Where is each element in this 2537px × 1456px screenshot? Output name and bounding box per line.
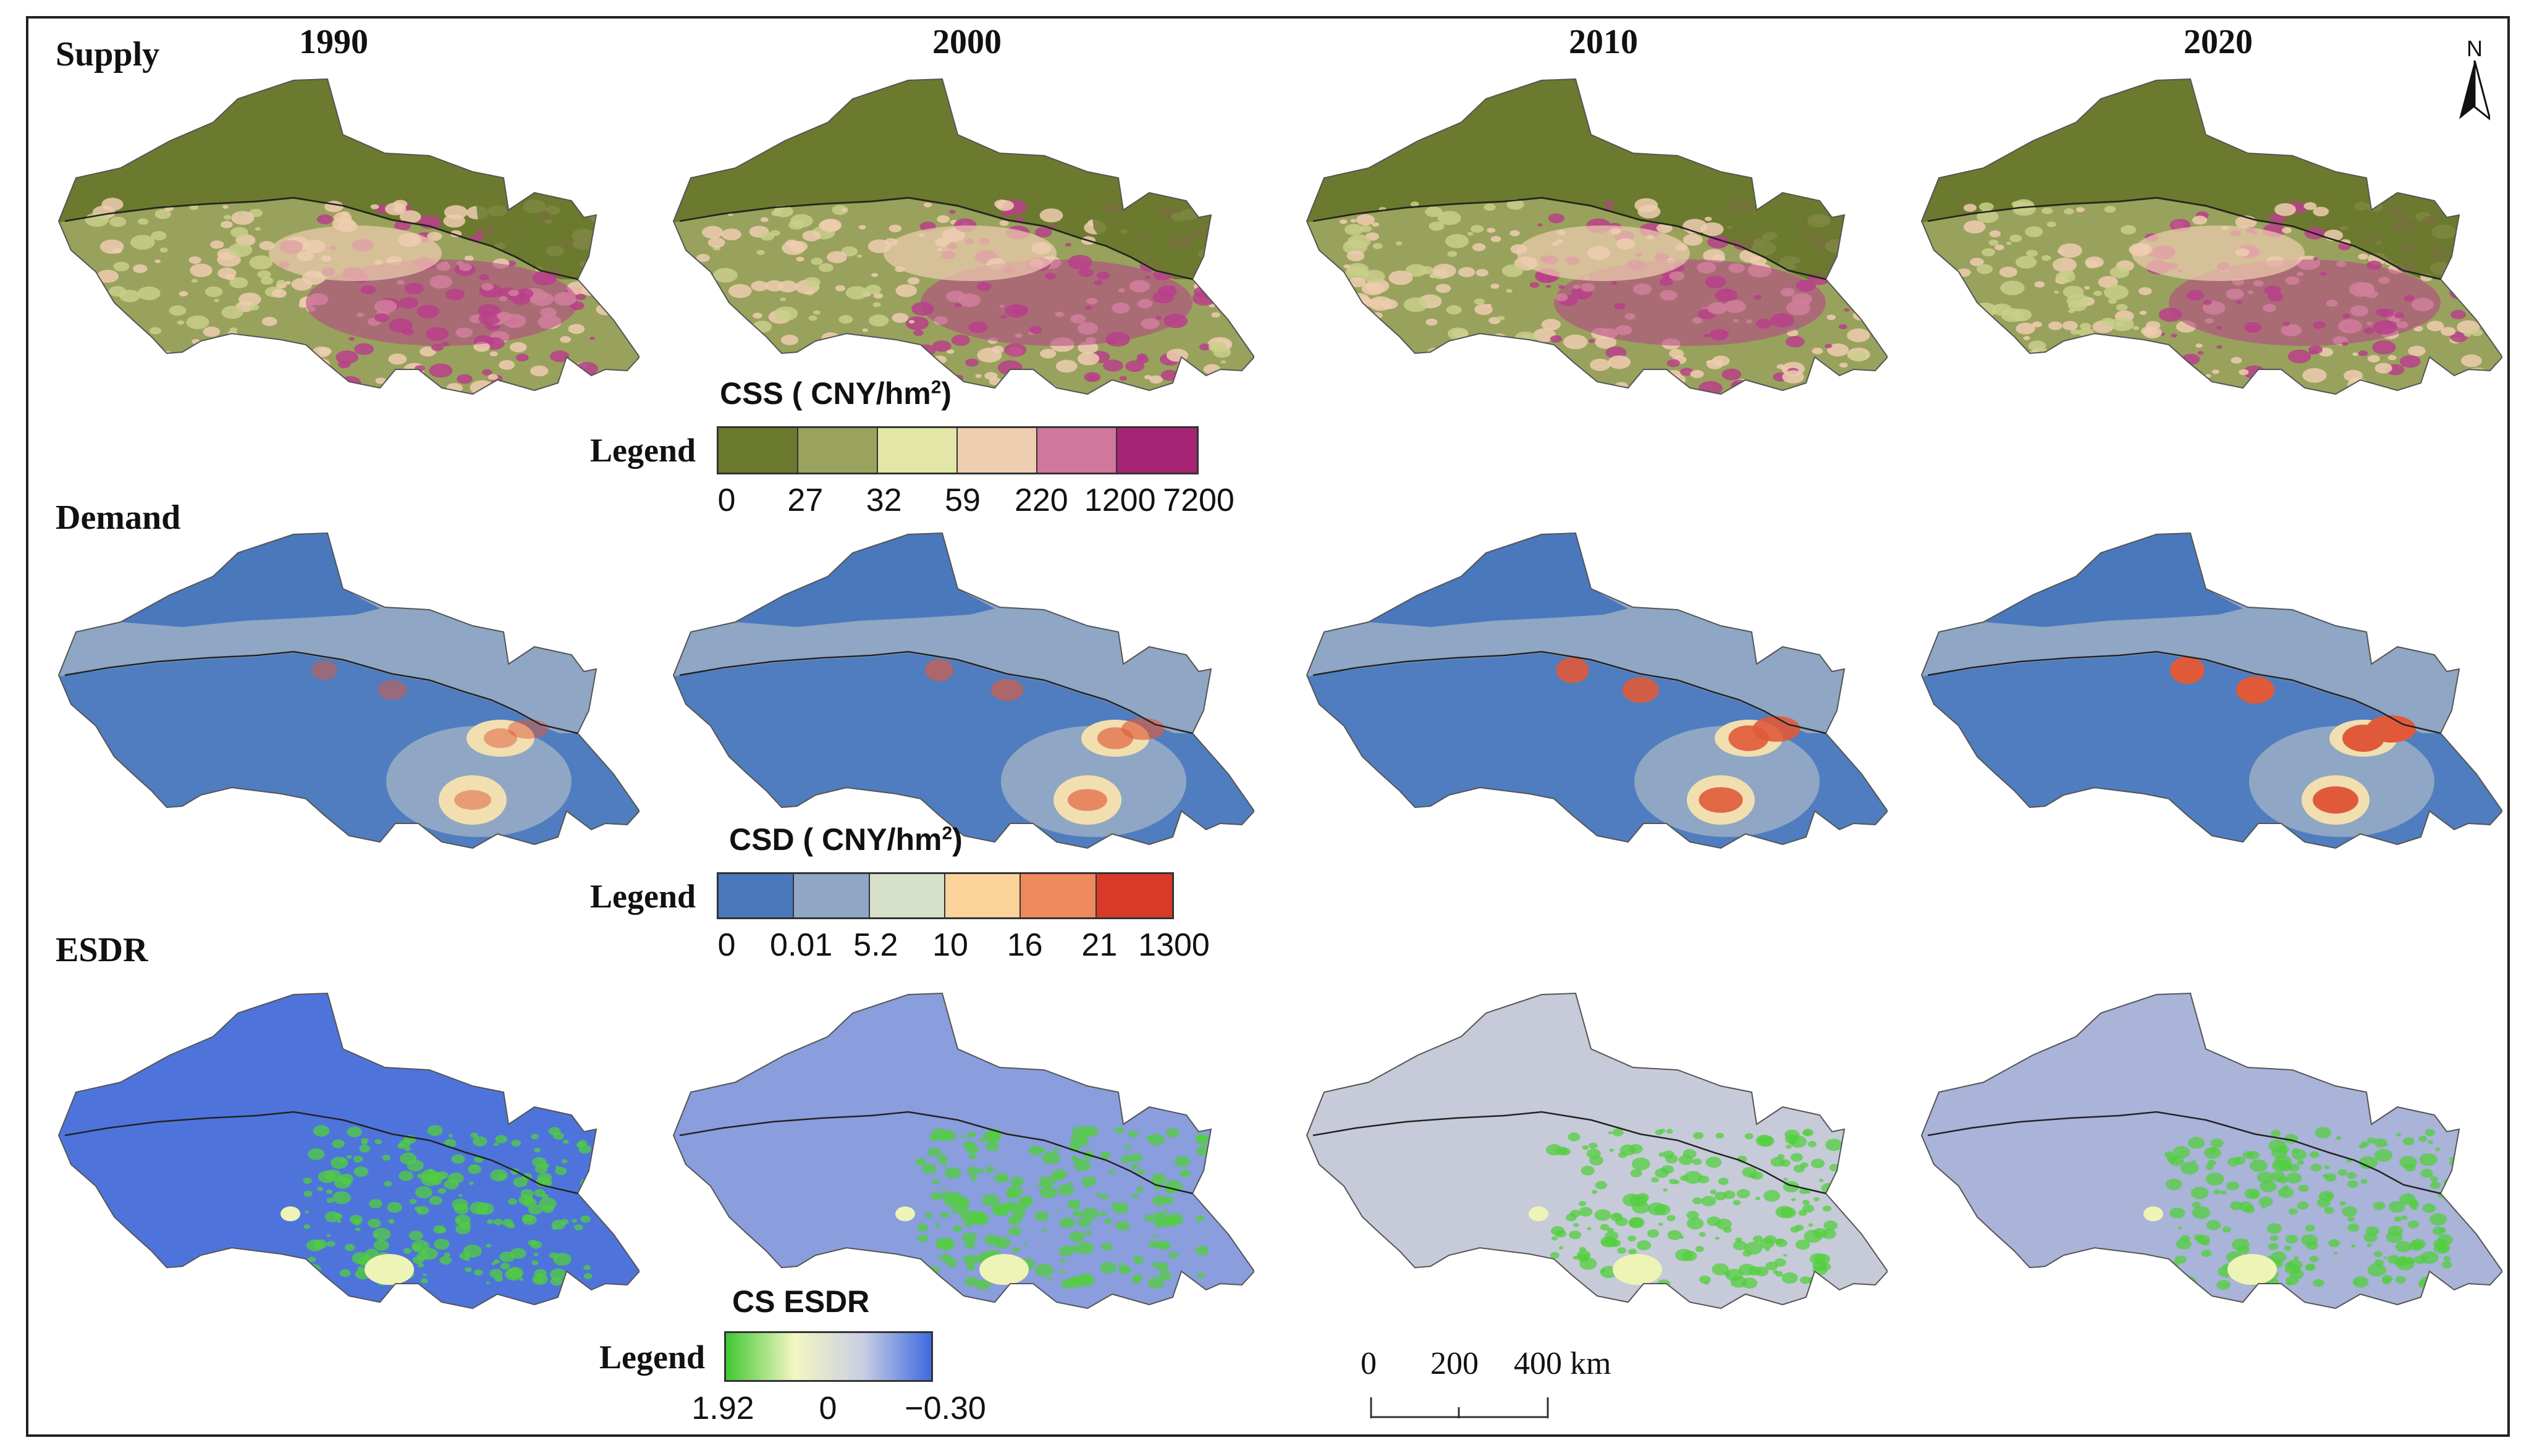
scale-bar [1370, 1397, 1549, 1418]
row-label-demand: Demand [56, 499, 181, 537]
scale-label-400: 400 km [1514, 1346, 1611, 1381]
supply-map-2020 [1920, 78, 2502, 395]
demand-map-1990 [57, 532, 640, 849]
csd-legend-swatch-0 [719, 874, 795, 917]
demand-map-2010 [1306, 532, 1888, 849]
year-label-2020: 2020 [2184, 23, 2253, 61]
csd-legend-break-2: 5.2 [853, 927, 898, 963]
css-legend-swatch-4 [1037, 428, 1117, 473]
supply-map-1990 [57, 78, 640, 395]
figure-frame [26, 16, 2510, 1437]
css-legend-bar [717, 426, 1199, 474]
demand-map-2000 [672, 532, 1254, 849]
csd-legend-swatch-5 [1096, 874, 1173, 917]
supply-map-2000 [672, 78, 1254, 395]
css-legend-break-3: 59 [945, 482, 981, 518]
csd-legend-title: CSD ( CNY/hm2) [729, 822, 963, 857]
csd-legend-break-0: 0 [717, 927, 736, 963]
north-arrow-icon [2459, 61, 2490, 120]
year-label-1990: 1990 [299, 23, 368, 61]
esdr-legend-high: −0.30 [905, 1391, 986, 1426]
css-legend-break-5: 1200 [1084, 482, 1156, 518]
css-legend-break-6: 7200 [1163, 482, 1235, 518]
csd-legend-bar [717, 872, 1174, 919]
esdr-legend-mid: 0 [819, 1391, 837, 1426]
scale-label-0: 0 [1361, 1346, 1377, 1381]
row-label-esdr: ESDR [56, 931, 148, 969]
csd-legend-break-1: 0.01 [770, 927, 833, 963]
csd-legend-break-5: 21 [1081, 927, 1118, 963]
esdr-legend-word: Legend [599, 1339, 706, 1376]
scale-label-200: 200 [1430, 1346, 1479, 1381]
csd-legend-swatch-3 [945, 874, 1021, 917]
css-legend-swatch-5 [1117, 428, 1197, 473]
esdr-legend-gradient [724, 1331, 933, 1382]
csd-legend-break-6: 1300 [1138, 927, 1210, 963]
esdr-map-2020 [1920, 992, 2502, 1310]
esdr-map-1990 [57, 992, 640, 1310]
csd-legend-break-3: 10 [932, 927, 968, 963]
year-label-2000: 2000 [932, 23, 1002, 61]
css-legend-title: CSS ( CNY/hm2) [720, 376, 952, 411]
supply-map-2010 [1306, 78, 1888, 395]
css-legend-word: Legend [590, 432, 696, 469]
esdr-legend-title: CS ESDR [732, 1284, 870, 1319]
css-legend-break-1: 27 [787, 482, 824, 518]
css-legend-swatch-1 [798, 428, 878, 473]
css-legend-swatch-0 [719, 428, 798, 473]
csd-legend-break-4: 16 [1007, 927, 1043, 963]
year-label-2010: 2010 [1569, 23, 1638, 61]
csd-legend-word: Legend [590, 878, 696, 915]
esdr-map-2000 [672, 992, 1254, 1310]
css-legend-swatch-2 [878, 428, 958, 473]
demand-map-2020 [1920, 532, 2502, 849]
csd-legend-swatch-4 [1021, 874, 1097, 917]
esdr-map-2010 [1306, 992, 1888, 1310]
css-legend-break-2: 32 [866, 482, 902, 518]
css-legend-swatch-3 [958, 428, 1037, 473]
css-legend-break-4: 220 [1014, 482, 1068, 518]
csd-legend-swatch-2 [869, 874, 946, 917]
row-label-supply: Supply [56, 35, 160, 74]
css-legend-break-0: 0 [717, 482, 736, 518]
csd-legend-swatch-1 [794, 874, 870, 917]
esdr-legend-low: 1.92 [691, 1391, 754, 1426]
north-arrow-label: N [2467, 36, 2483, 61]
